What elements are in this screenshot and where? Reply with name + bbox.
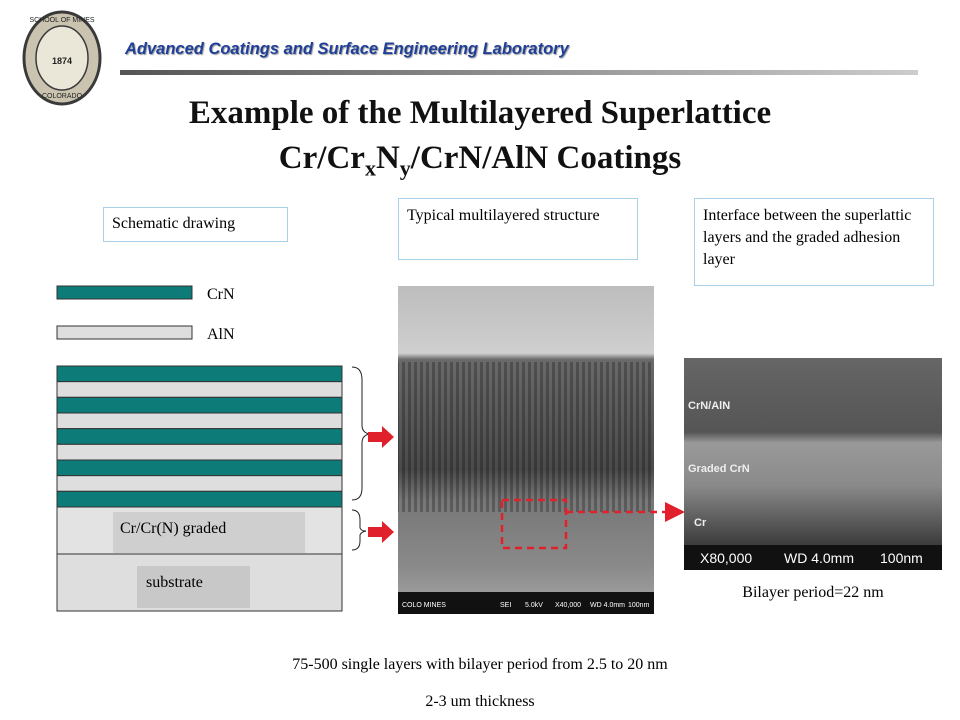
sem-info-bar: [398, 592, 654, 614]
header-rule: [120, 70, 918, 75]
layer-stack: [56, 365, 343, 508]
aln-layer: [56, 475, 343, 492]
arrow: [368, 426, 394, 448]
logo-text: COLORADO: [42, 93, 83, 100]
layer-label: substrate: [146, 574, 203, 591]
caption: Schematic drawing: [103, 207, 288, 242]
crn-layer: [56, 365, 343, 383]
title-sub: x: [364, 155, 376, 181]
sem-label: SEI: [500, 602, 511, 609]
legend-crn: [56, 285, 193, 300]
aln-layer: [56, 381, 343, 398]
sem-label: WD 4.0mm: [784, 550, 854, 566]
title-part: N: [375, 140, 400, 176]
aln-layer: [56, 412, 343, 430]
sem-label: X80,000: [700, 550, 752, 566]
title-sub: y: [399, 155, 411, 181]
sem-layer-label: Cr: [694, 517, 707, 529]
bilayer-note: Bilayer period=22 nm: [742, 584, 884, 601]
sem-image: [684, 358, 942, 570]
title-part: /CrN/AlN Coatings: [410, 140, 682, 176]
sem-label: WD 4.0mm: [590, 602, 625, 609]
sem-layer-label: CrN/AlN: [688, 400, 730, 412]
arrow: [368, 521, 394, 543]
legend-label: CrN: [207, 286, 235, 303]
aln-layer: [56, 443, 343, 461]
sem-layer-label: Graded CrN: [688, 463, 750, 475]
layer-label: Cr/Cr(N) graded: [120, 520, 227, 537]
crn-layer: [56, 459, 343, 477]
sem-columns: [398, 362, 654, 512]
zoom-box: [500, 498, 568, 550]
logo-text: SCHOOL OF MINES: [29, 17, 94, 24]
logo-inner: [35, 25, 89, 91]
footer-text: 75-500 single layers with bilayer period…: [292, 656, 668, 673]
graded-label-box: [113, 512, 305, 553]
sem-label: X40,000: [555, 602, 581, 609]
title: Cr/CrxNy/CrN/AlN Coatings: [0, 140, 960, 182]
crn-layer: [56, 428, 343, 445]
legend-aln: [56, 325, 193, 340]
title-part: Cr/Cr: [278, 140, 365, 176]
caption: Typical multilayered structure: [398, 198, 638, 260]
brace: [351, 509, 367, 551]
title: Example of the Multilayered Superlattice: [188, 95, 772, 131]
caption: Interface between the superlattic layers…: [694, 198, 934, 286]
logo-year: 1874: [52, 56, 72, 66]
substrate-label-box: [137, 566, 250, 608]
legend-label: AlN: [207, 326, 235, 343]
crn-layer: [56, 396, 343, 414]
sem-info-bar: [684, 545, 942, 570]
crn-layer: [56, 490, 343, 508]
lab-name: Advanced Coatings and Surface Engineerin…: [125, 40, 569, 58]
sem-label: 100nm: [880, 550, 923, 566]
footer-text: 2-3 um thickness: [425, 693, 535, 710]
brace: [351, 366, 371, 501]
sem-label: COLO MINES: [402, 602, 446, 609]
sem-label: 100nm: [628, 602, 650, 609]
sem-label: 5.0kV: [525, 602, 543, 609]
